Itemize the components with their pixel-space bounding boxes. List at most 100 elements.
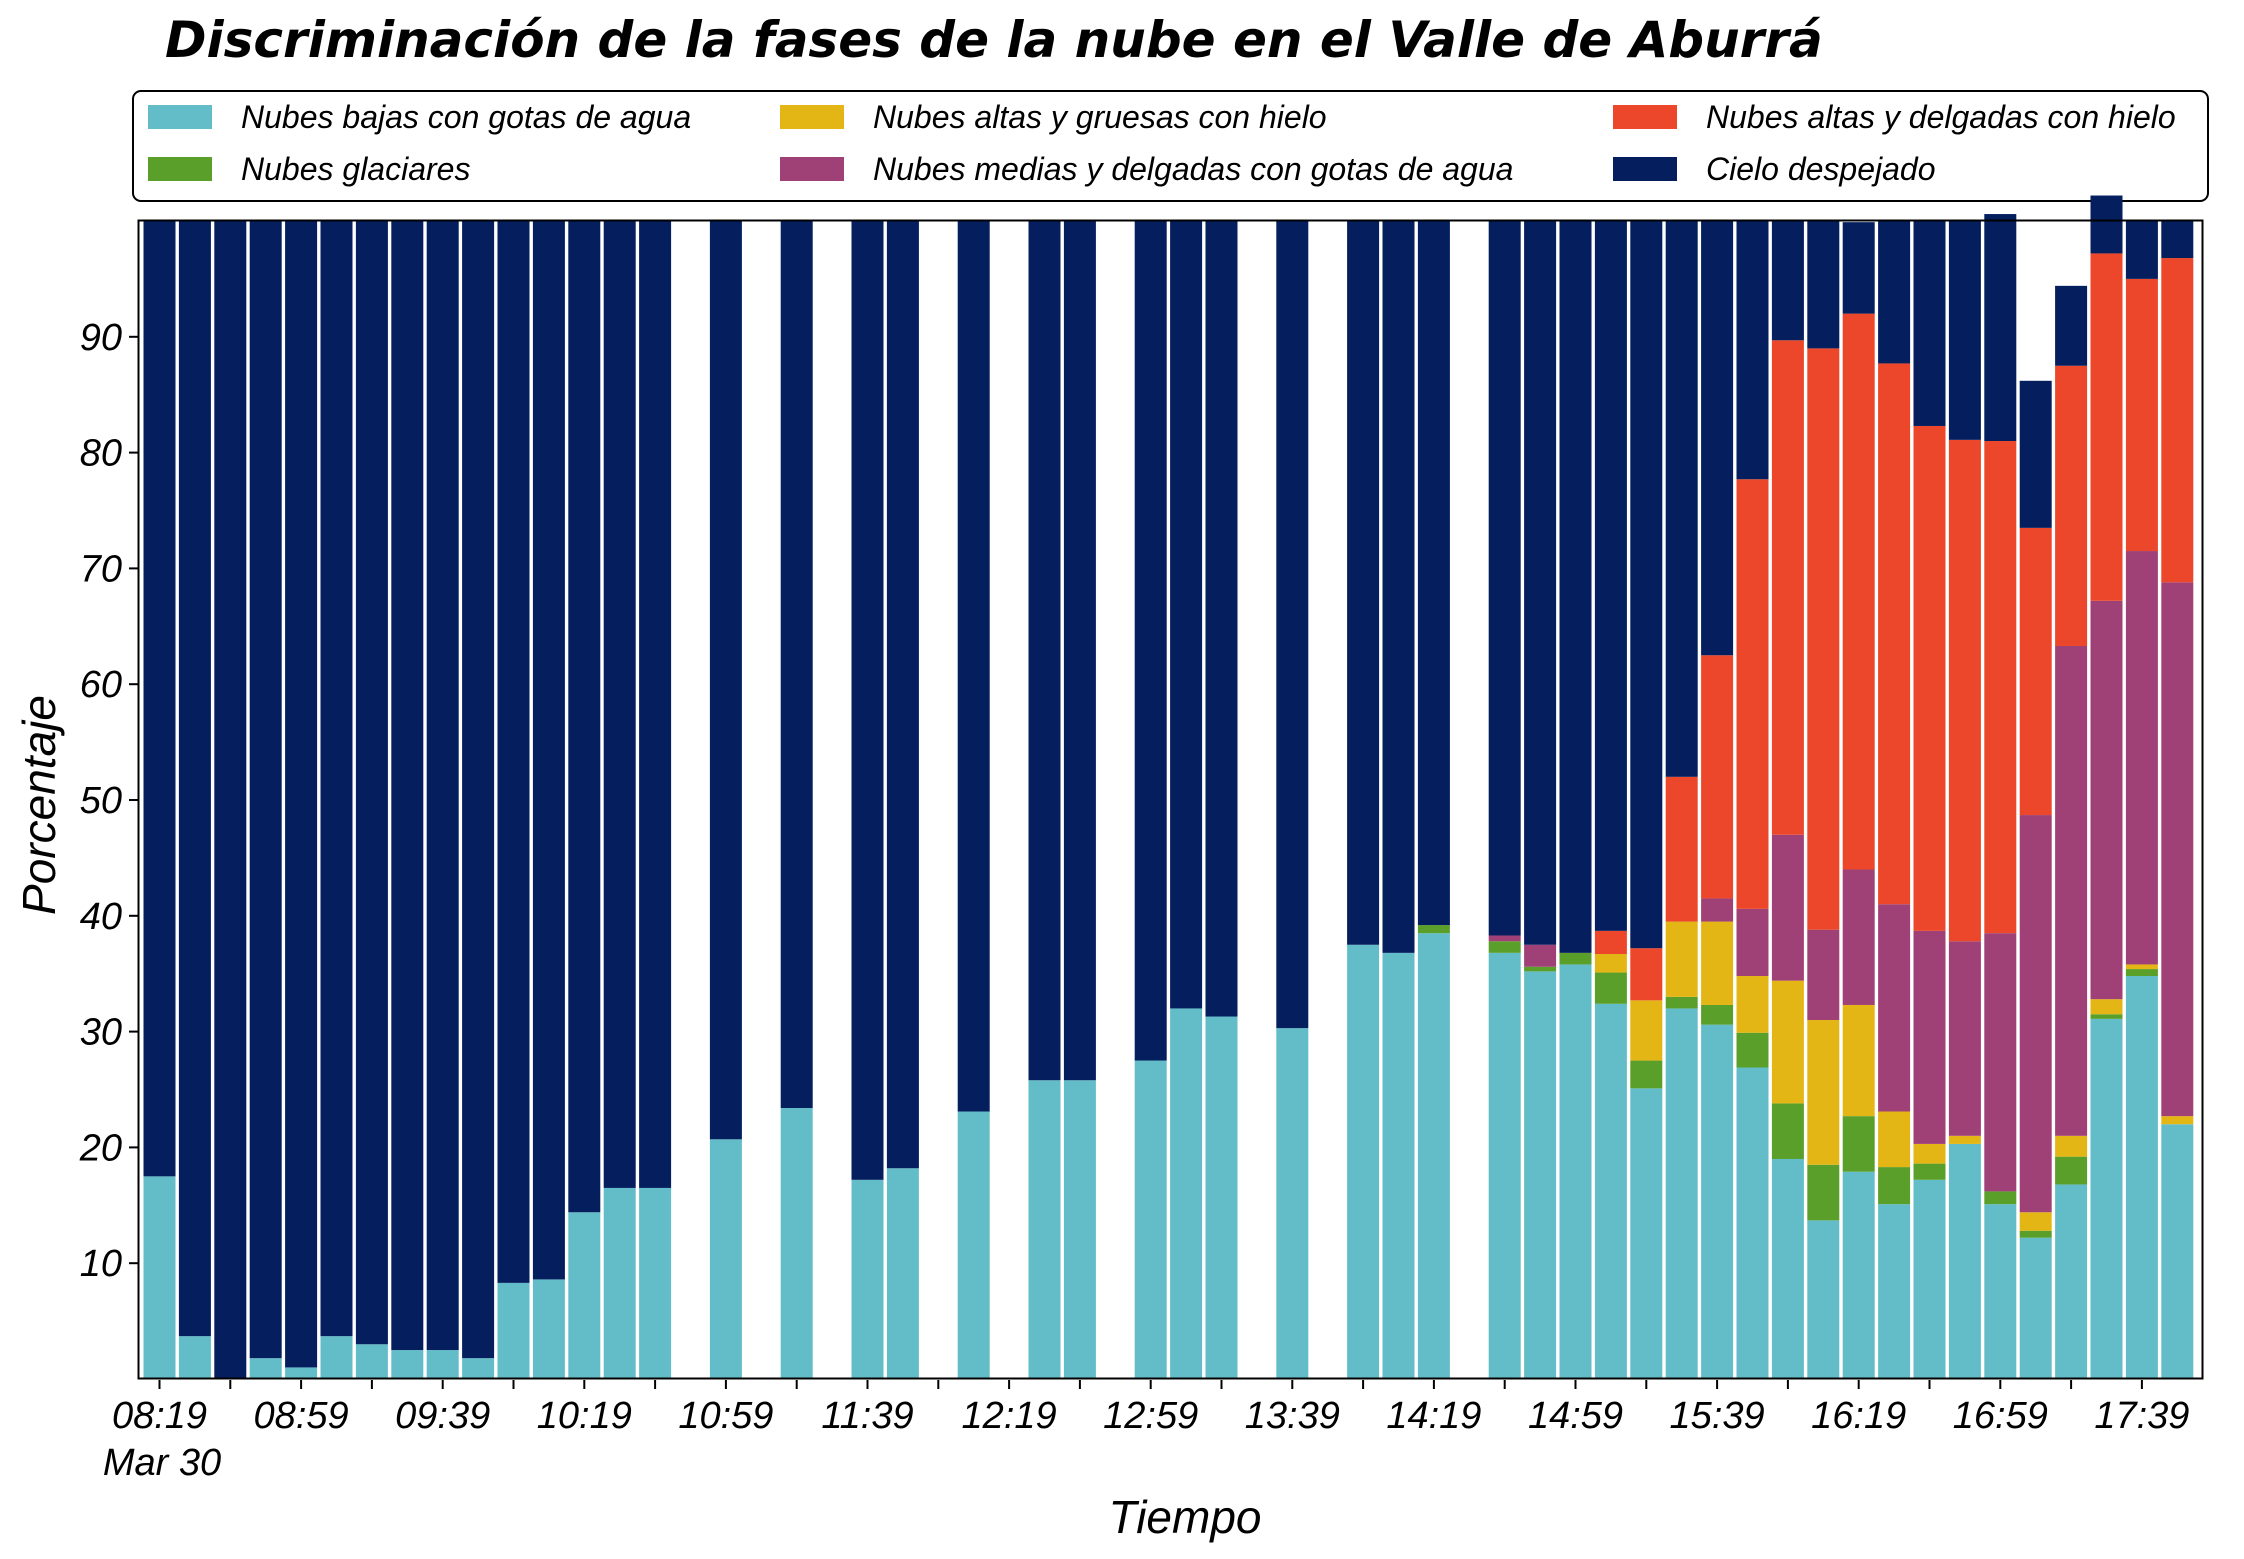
bar-segment [1205,221,1238,1017]
bar-segment [1807,1020,1840,1165]
bar-segment [1701,921,1734,1005]
bar-segment [214,221,247,1379]
x-tick-label: 12:59 [1103,1395,1198,1437]
legend-label: Nubes altas y gruesas con hielo [873,99,1327,135]
bar-segment [568,1212,601,1379]
bar-segment [1559,952,1592,965]
bar-segment [143,1176,176,1379]
bar-segment [2019,527,2052,816]
x-tick-label: 16:59 [1953,1395,2048,1437]
bar-segment [603,1187,636,1379]
bar-segment [709,1139,742,1379]
bar-segment [462,221,495,1359]
bar-segment [1948,1143,1981,1379]
bar-segment [1842,222,1875,314]
bar-segment [1771,834,1804,981]
x-tick-label: 09:39 [395,1395,490,1437]
bar-segment [957,221,990,1112]
bar-segment [391,221,424,1351]
bar-segment [2090,600,2123,1000]
legend-swatch [1613,157,1677,181]
bar-segment [1488,221,1521,936]
y-tick-label: 20 [79,1127,122,1169]
x-axis: 08:19 08:59 09:39 10:19 10:59 11:39 12:19 12:59… [112,1380,2189,1437]
bar-segment [1736,976,1769,1033]
bar-segment [1417,933,1450,1379]
bar-segment [1984,441,2017,934]
bar-segment [1630,1000,1663,1061]
bar-segment [1807,348,1840,930]
bar-segment [1665,921,1698,997]
bar-segment [1488,952,1521,1379]
legend-label: Nubes medias y delgadas con gotas de agu… [873,151,1513,187]
bar-segment [1807,221,1840,349]
bar-segment [780,221,813,1109]
bar-segment [1842,1116,1875,1172]
legend: Nubes bajas con gotas de agua Nubes glaci… [132,90,2209,202]
bar-segment [2019,815,2052,1213]
y-tick-label: 60 [80,664,122,706]
bar-segment [1594,1003,1627,1379]
y-tick-label: 80 [80,433,122,475]
bar-segment [1559,964,1592,1379]
x-tick-label: 16:19 [1811,1395,1906,1437]
bar-segment [1842,1004,1875,1117]
bar-segment [178,1336,211,1379]
bar-segment [1417,221,1450,926]
bar-segment [2161,258,2194,583]
bar-segment [497,1282,530,1379]
bar-segment [1170,221,1203,1009]
bar-segment [2090,1014,2123,1019]
bar-segment [851,221,884,1180]
bar-segment [2019,1230,2052,1238]
x-tick-label: 13:39 [1245,1395,1340,1437]
bar-segment [1913,1179,1946,1379]
bar-segment [355,1344,388,1379]
legend-label: Cielo despejado [1706,151,1936,187]
bar-segment [497,221,530,1283]
bar-segment [1771,1158,1804,1379]
bar-segment [426,1350,459,1379]
x-tick-label: 12:19 [962,1395,1057,1437]
bar-segment [2055,1156,2088,1185]
y-axis-label: Porcentaje [13,695,65,915]
bar-segment [2019,1212,2052,1231]
bar-segment [426,221,459,1351]
legend-swatch [780,105,844,129]
bar-segment [1984,214,2017,442]
x-tick-label: 14:59 [1528,1395,1623,1437]
y-axis: 10 20 30 40 50 60 70 80 90 [79,317,138,1285]
bar-segment [1063,221,1096,1081]
bar-segment [1630,221,1663,949]
bar-segment [1771,340,1804,835]
bar-segment [1984,933,2017,1192]
bar-segment [1630,1060,1663,1089]
bar-segment [1524,966,1557,972]
bar-segment [1701,898,1734,922]
y-tick-label: 50 [80,780,122,822]
legend-swatch [1613,105,1677,129]
bar-segment [1701,1004,1734,1025]
legend-swatch [148,105,212,129]
bar-segment [1524,221,1557,945]
bar-segment [320,1336,353,1379]
bar-segment [1594,954,1627,973]
bar-segment [1913,221,1946,426]
bar-segment [1276,1028,1309,1379]
bar-segment [249,221,282,1359]
x-tick-label: 10:59 [678,1395,773,1437]
bar-segment [568,221,601,1213]
bar-segment [2090,195,2123,254]
bar-segment [1347,221,1380,945]
y-tick-label: 70 [80,548,122,590]
x-axis-label: Tiempo [1109,1491,1262,1543]
bar-segment [1948,1135,1981,1144]
x-tick-label: 11:39 [821,1395,913,1437]
bar-segment [1134,1060,1167,1379]
bar-segment [1807,1220,1840,1379]
bar-segment [1170,1008,1203,1379]
bar-segment [1771,221,1804,341]
x-tick-label: 08:59 [254,1395,349,1437]
bar-segment [1807,1164,1840,1221]
bar-segment [320,221,353,1337]
